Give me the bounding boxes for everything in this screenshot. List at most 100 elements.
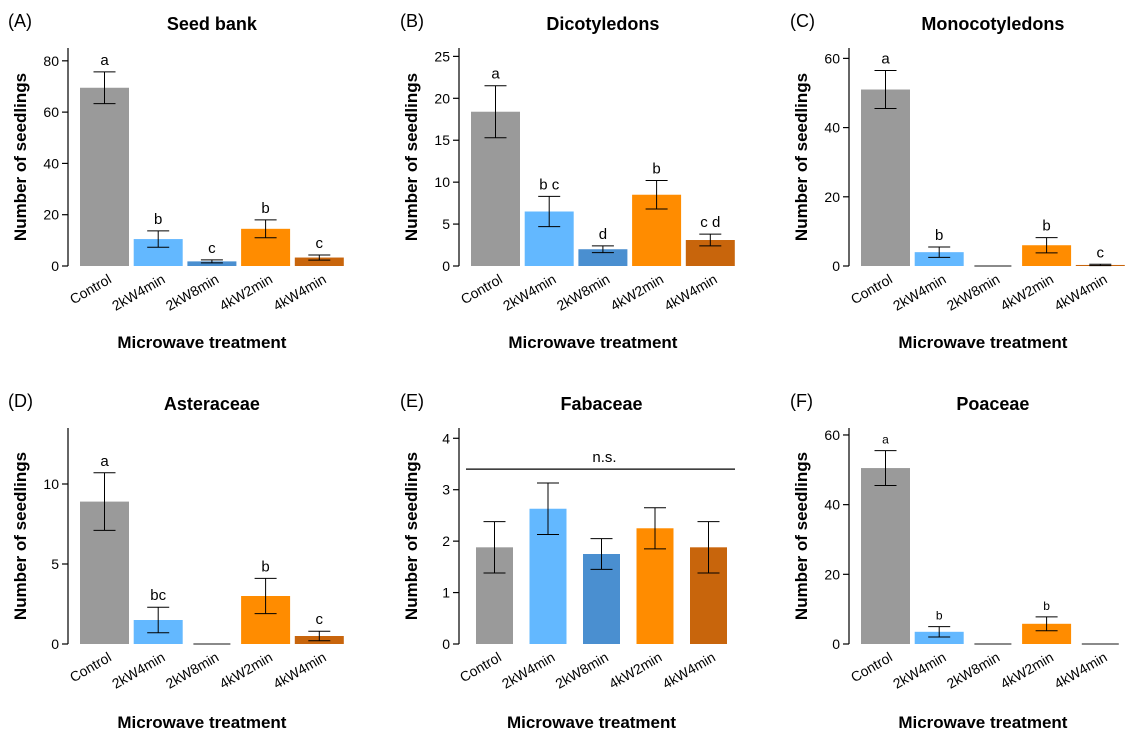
significance-letter-2kW8min: c xyxy=(208,240,216,257)
chart-title: Dicotyledons xyxy=(546,14,659,34)
significance-letter-Control: a xyxy=(100,52,109,69)
x-tick-label-4kW4min: 4kW4min xyxy=(270,271,329,314)
error-bar-2kW4min xyxy=(538,195,561,228)
x-tick-label-2kW4min: 2kW4min xyxy=(109,271,168,314)
error-bar-4kW4min xyxy=(308,630,331,642)
panel-letter: (E) xyxy=(400,391,424,411)
error-bar-4kW2min xyxy=(645,179,668,210)
error-bar-2kW4min xyxy=(928,246,951,258)
chart-panel-2: (B) Dicotyledons 0 5 10 15 20 25 Number of seedl… xyxy=(400,11,735,352)
significance-letter-2kW4min: b c xyxy=(539,176,560,193)
x-axis-title: Microwave treatment xyxy=(508,333,677,352)
chart-panel-4: (D) Asteraceae 0 5 10 Number of seedlings a Con… xyxy=(8,391,344,729)
bar-2kW8min xyxy=(578,249,628,266)
error-bar-4kW4min xyxy=(1089,263,1112,267)
y-axis-title: Number of seedlings xyxy=(792,452,811,620)
panel-letter: (C) xyxy=(790,11,815,31)
significance-letter-Control: a xyxy=(100,453,109,470)
x-tick-label-4kW4min: 4kW4min xyxy=(659,649,718,692)
y-tick-label: 10 xyxy=(43,476,59,492)
error-bar-4kW4min xyxy=(308,254,331,261)
y-tick-label: 25 xyxy=(434,48,450,64)
chart-title: Asteraceae xyxy=(164,394,260,414)
error-bar-4kW4min xyxy=(699,233,722,247)
ns-label: n.s. xyxy=(592,449,616,466)
error-bar-4kW2min xyxy=(254,219,277,239)
x-tick-label-2kW4min: 2kW4min xyxy=(109,649,168,692)
x-tick-label-4kW4min: 4kW4min xyxy=(1051,271,1110,314)
significance-letter-Control: a xyxy=(491,66,500,83)
y-tick-label: 80 xyxy=(43,53,59,69)
significance-letter-4kW2min: b xyxy=(1042,218,1050,235)
x-tick-label-2kW8min: 2kW8min xyxy=(163,649,222,692)
error-bar-Control xyxy=(874,69,897,110)
error-bar-4kW2min xyxy=(1035,237,1058,254)
x-tick-label-2kW4min: 2kW4min xyxy=(890,649,949,692)
significance-letter-4kW4min: c xyxy=(316,235,324,252)
chart-panel-1: (A) Seed bank 0 20 40 60 80 Number of seedlings… xyxy=(8,11,344,352)
x-tick-label-2kW8min: 2kW8min xyxy=(552,649,611,692)
y-tick-label: 5 xyxy=(442,216,450,232)
significance-letter-Control: a xyxy=(881,50,890,67)
x-tick-label-4kW4min: 4kW4min xyxy=(1051,649,1110,692)
y-axis-title: Number of seedlings xyxy=(11,73,30,241)
x-tick-label-Control: Control xyxy=(458,271,505,307)
x-tick-label-2kW8min: 2kW8min xyxy=(944,649,1003,692)
x-tick-label-4kW4min: 4kW4min xyxy=(661,271,720,314)
panel-letter: (A) xyxy=(8,11,32,31)
error-bar-Control xyxy=(93,472,116,531)
error-bar-2kW4min xyxy=(147,230,170,248)
y-axis-title: Number of seedlings xyxy=(402,452,421,620)
panel-letter: (D) xyxy=(8,391,33,411)
y-tick-label: 20 xyxy=(824,566,840,582)
error-bar-2kW8min xyxy=(591,245,614,254)
y-tick-label: 10 xyxy=(434,174,450,190)
x-axis-title: Microwave treatment xyxy=(117,713,286,729)
x-tick-label-Control: Control xyxy=(848,649,895,685)
bar-4kW2min xyxy=(1022,623,1072,644)
y-tick-label: 0 xyxy=(51,636,59,652)
significance-letter-Control: a xyxy=(882,433,889,447)
significance-letter-2kW8min: d xyxy=(599,226,607,243)
y-axis-title: Number of seedlings xyxy=(402,73,421,241)
bar-2kW4min xyxy=(914,252,964,266)
y-tick-label: 60 xyxy=(824,50,840,66)
y-axis-title: Number of seedlings xyxy=(11,452,30,620)
error-bar-Control xyxy=(483,521,506,574)
x-axis-title: Microwave treatment xyxy=(507,713,676,729)
error-bar-2kW4min xyxy=(928,626,951,638)
error-bar-2kW8min xyxy=(590,538,613,570)
error-bar-Control xyxy=(484,85,507,139)
panel-letter: (F) xyxy=(790,391,813,411)
y-axis-title: Number of seedlings xyxy=(792,73,811,241)
x-tick-label-Control: Control xyxy=(67,649,114,685)
y-tick-label: 40 xyxy=(824,120,840,136)
x-tick-label-4kW2min: 4kW2min xyxy=(608,271,667,314)
y-tick-label: 20 xyxy=(43,207,59,223)
y-tick-label: 40 xyxy=(824,497,840,513)
x-tick-label-Control: Control xyxy=(848,271,895,307)
chart-title: Seed bank xyxy=(167,14,258,34)
x-tick-label-4kW2min: 4kW2min xyxy=(998,649,1057,692)
y-tick-label: 60 xyxy=(43,104,59,120)
bar-Control xyxy=(861,89,910,267)
significance-letter-2kW4min: b xyxy=(936,609,943,623)
bar-Control xyxy=(861,468,910,644)
error-bar-2kW4min xyxy=(147,606,170,634)
error-bar-4kW2min xyxy=(1035,616,1058,632)
significance-letter-4kW2min: b xyxy=(261,558,269,575)
y-tick-label: 0 xyxy=(832,636,840,652)
x-axis-title: Microwave treatment xyxy=(117,333,286,352)
x-axis-title: Microwave treatment xyxy=(898,713,1067,729)
y-tick-label: 2 xyxy=(442,533,450,549)
chart-panel-3: (C) Monocotyledons 0 20 40 60 Number of seedli… xyxy=(790,11,1125,352)
x-tick-label-Control: Control xyxy=(457,649,504,685)
x-tick-label-4kW2min: 4kW2min xyxy=(606,649,665,692)
bar-4kW2min xyxy=(1022,245,1072,266)
chart-title: Poaceae xyxy=(956,394,1029,414)
x-tick-label-2kW8min: 2kW8min xyxy=(944,271,1003,314)
y-tick-label: 0 xyxy=(442,258,450,274)
significance-letter-2kW4min: b xyxy=(935,227,943,244)
error-bar-2kW8min xyxy=(200,259,223,264)
